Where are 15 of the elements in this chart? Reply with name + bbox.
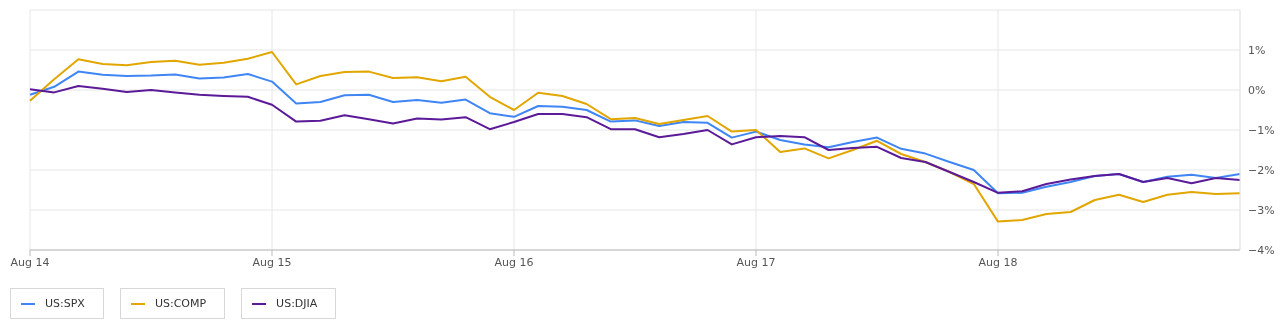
x-tick-label: Aug 15 bbox=[252, 255, 292, 269]
y-tick-label: 0% bbox=[1248, 83, 1266, 97]
x-tick-label: Aug 17 bbox=[736, 255, 776, 269]
x-tick-label: Aug 14 bbox=[10, 255, 50, 269]
legend-label: US:SPX bbox=[45, 297, 85, 310]
line-series bbox=[29, 51, 1241, 223]
y-tick-label: −3% bbox=[1248, 203, 1275, 217]
y-tick-label: −1% bbox=[1248, 123, 1275, 137]
y-tick-label: −4% bbox=[1248, 243, 1275, 257]
legend-label: US:DJIA bbox=[276, 297, 318, 310]
y-tick-label: −2% bbox=[1248, 163, 1275, 177]
y-tick-label: 1% bbox=[1248, 43, 1266, 57]
x-tick-label: Aug 16 bbox=[494, 255, 534, 269]
legend-label: US:COMP bbox=[154, 297, 207, 310]
x-tick-label: Aug 18 bbox=[978, 255, 1018, 269]
